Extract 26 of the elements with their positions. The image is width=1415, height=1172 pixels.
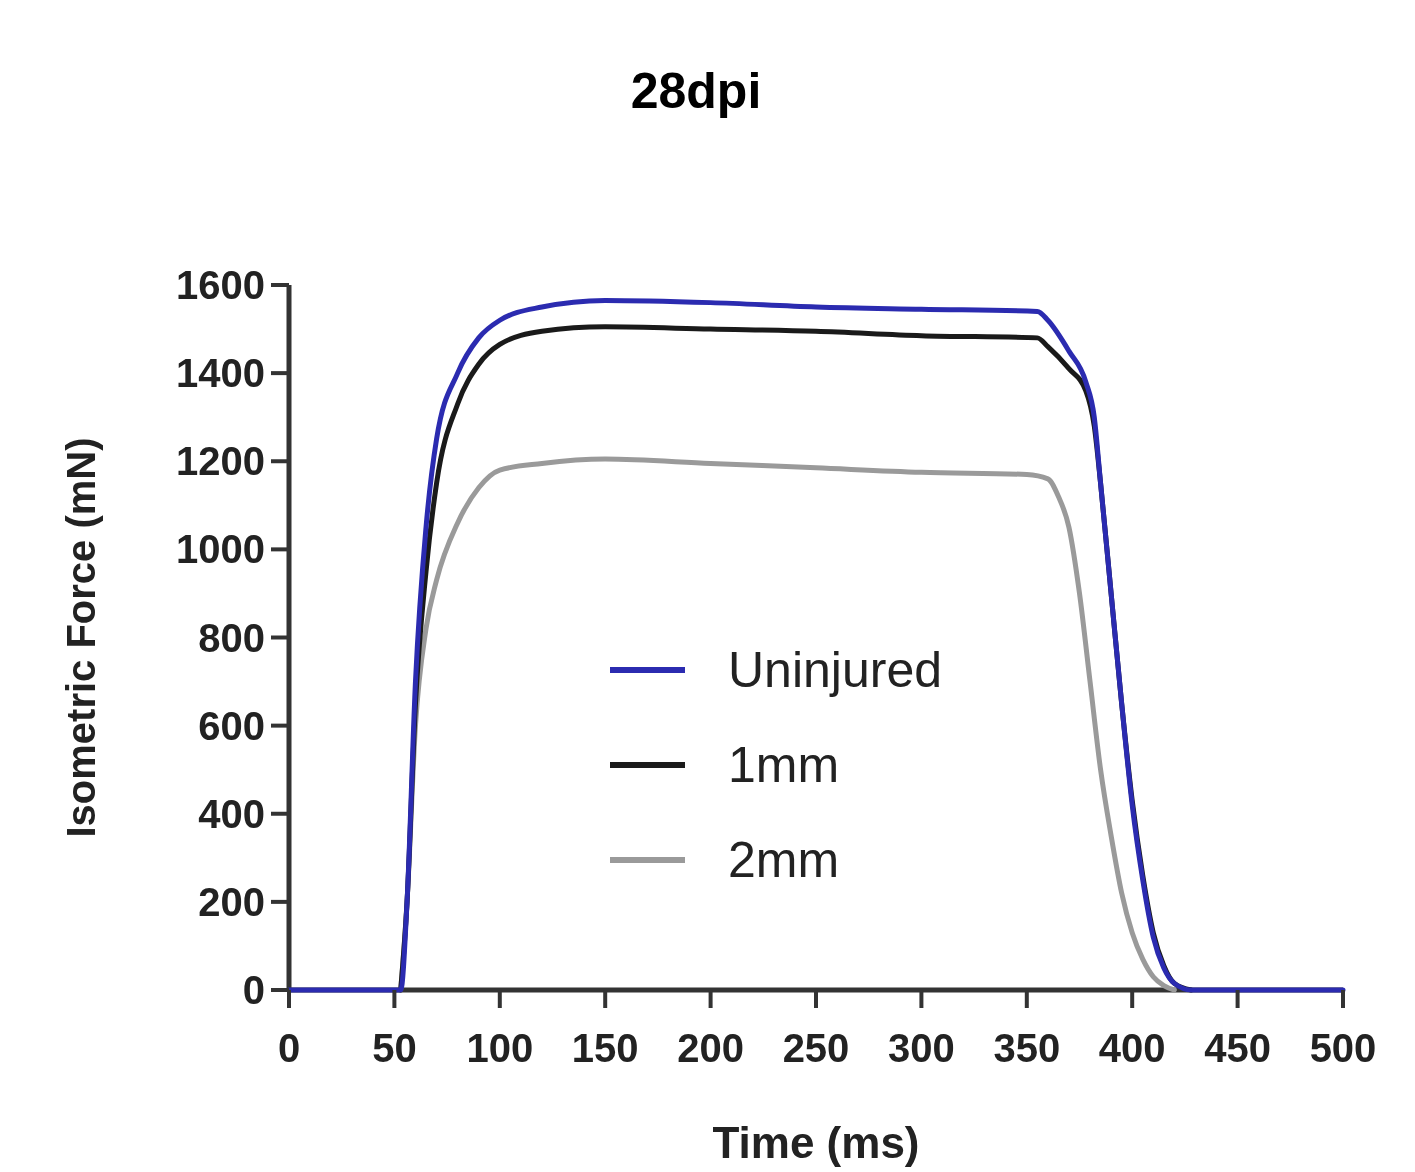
x-tick-label: 200 bbox=[677, 1026, 744, 1070]
y-tick-label: 1200 bbox=[176, 439, 265, 484]
x-tick-label: 100 bbox=[466, 1026, 534, 1070]
x-tick-label: 300 bbox=[888, 1026, 955, 1070]
x-tick-label: 350 bbox=[993, 1026, 1061, 1070]
y-tick-label: 1600 bbox=[176, 263, 265, 307]
x-tick-label: 50 bbox=[372, 1026, 417, 1070]
y-axis-title: Isometric Force (mN) bbox=[59, 437, 103, 838]
x-tick-label: 400 bbox=[1098, 1026, 1166, 1070]
y-tick-label: 400 bbox=[198, 791, 265, 836]
y-tick-label: 1000 bbox=[176, 527, 265, 572]
x-tick-label: 150 bbox=[571, 1026, 639, 1070]
y-tick-label: 0 bbox=[242, 968, 265, 1012]
y-tick-label: 200 bbox=[198, 879, 265, 924]
legend-label: 1mm bbox=[728, 737, 840, 793]
legend-label: Uninjured bbox=[728, 642, 943, 698]
legend-label: 2mm bbox=[728, 832, 840, 888]
y-tick-label: 800 bbox=[198, 615, 265, 660]
x-axis-title: Time (ms) bbox=[712, 1118, 920, 1167]
x-tick-label: 500 bbox=[1309, 1026, 1377, 1070]
y-tick-label: 600 bbox=[198, 703, 265, 748]
x-tick-label: 250 bbox=[782, 1026, 850, 1070]
y-tick-label: 1400 bbox=[176, 351, 265, 396]
x-tick-label: 0 bbox=[277, 1026, 301, 1070]
x-tick-label: 450 bbox=[1204, 1026, 1271, 1070]
chart-title: 28dpi bbox=[630, 63, 762, 119]
